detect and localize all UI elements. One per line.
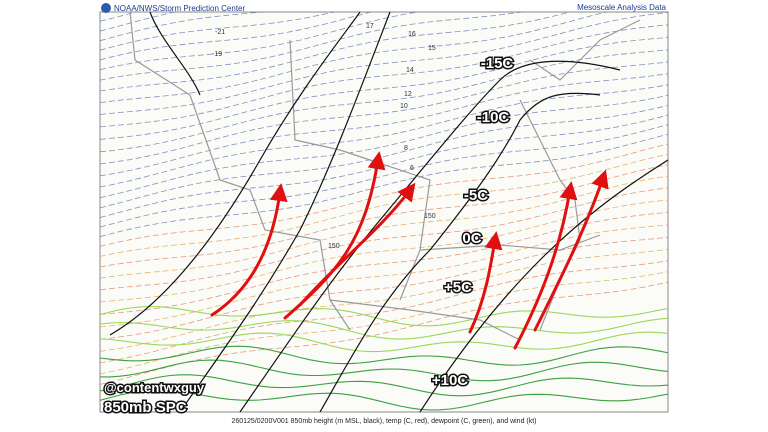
- isotherm: [100, 224, 668, 328]
- header-source: NOAA/NWS/Storm Prediction Center: [114, 4, 245, 13]
- isotherm: [100, 61, 668, 165]
- isotherm: [100, 12, 572, 92]
- isotherm: [100, 345, 668, 366]
- contour-label: 150: [424, 213, 436, 220]
- isotherm: [100, 317, 668, 340]
- header-product: Mesoscale Analysis Data: [577, 3, 666, 12]
- contour-label: 17: [366, 23, 374, 30]
- isotherm: [100, 12, 420, 71]
- isotherm: [100, 49, 668, 153]
- isotherm: [100, 12, 524, 81]
- temperature-label: -15C: [481, 55, 514, 72]
- contour-label: 6: [410, 165, 414, 172]
- contour-label: 12: [404, 91, 412, 98]
- height-contours: [109, 12, 668, 412]
- isotherm: [100, 305, 668, 327]
- isotherm: [100, 12, 609, 103]
- map-layers: [100, 12, 668, 412]
- contour-label: 150: [328, 243, 340, 250]
- temperature-label: 0C: [462, 230, 481, 247]
- isotherm: [100, 389, 668, 411]
- isotherm: [100, 359, 668, 382]
- isotherm: [100, 36, 668, 140]
- temperature-label: +10C: [432, 372, 468, 389]
- isotherm: [100, 374, 668, 397]
- isotherm: [100, 271, 668, 375]
- contour-label: 16: [408, 31, 416, 38]
- isotherm: [100, 94, 668, 199]
- isotherm: [100, 260, 668, 364]
- contour-label: 8: [404, 145, 408, 152]
- contour-label: 15: [428, 45, 436, 52]
- isotherm: [100, 236, 668, 340]
- isotherm: [100, 73, 668, 177]
- isotherm: [100, 133, 668, 237]
- contour-label: -19: [212, 51, 222, 58]
- watermark-handle: @contentwxguy: [104, 380, 205, 395]
- isotherm: [100, 211, 668, 315]
- isotherm: [100, 12, 668, 115]
- isotherm: [100, 84, 668, 188]
- watermark-title: 850mb SPC: [104, 399, 187, 416]
- noaa-logo: [101, 3, 111, 13]
- isotherm: [100, 124, 668, 228]
- isotherm: [100, 248, 668, 352]
- map-frame: [99, 11, 669, 413]
- temperature-label: +5C: [444, 279, 472, 296]
- contour-label: -21: [215, 29, 225, 36]
- isotherm: [100, 143, 668, 247]
- isotherm: [100, 331, 668, 353]
- isotherm: [100, 153, 668, 257]
- contour-label: 14: [406, 67, 414, 74]
- isotherm: [100, 187, 668, 291]
- flow-arrows: [210, 151, 609, 350]
- isotherm: [100, 281, 668, 385]
- footer-caption: 260125/0200V001 850mb height (m MSL, bla…: [231, 418, 536, 425]
- contour-label: 10: [400, 103, 408, 110]
- isotherm: [100, 199, 668, 303]
- isotherm: [100, 24, 668, 128]
- temperature-label: -5C: [464, 187, 488, 204]
- temperature-label: -10C: [477, 109, 510, 126]
